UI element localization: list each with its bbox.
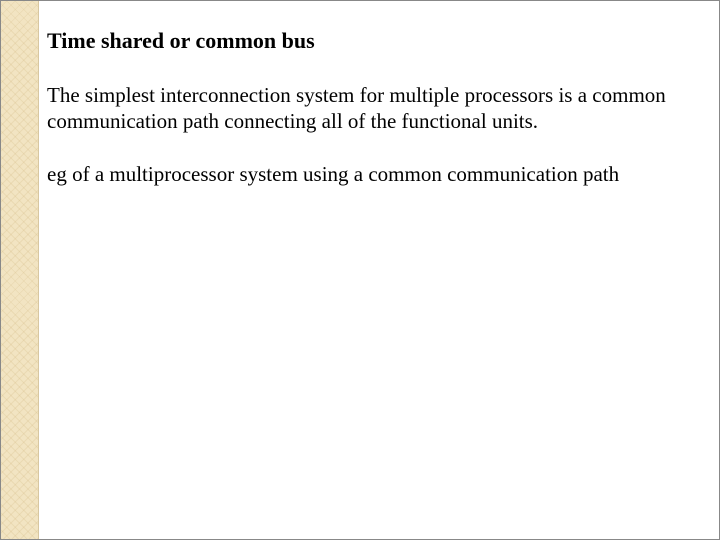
paragraph-1: The simplest interconnection system for … [47, 82, 689, 136]
decorative-sidebar [1, 1, 39, 539]
slide-heading: Time shared or common bus [47, 27, 689, 56]
slide-container: Time shared or common bus The simplest i… [0, 0, 720, 540]
slide-content: Time shared or common bus The simplest i… [47, 27, 689, 214]
paragraph-2: eg of a multiprocessor system using a co… [47, 161, 689, 188]
